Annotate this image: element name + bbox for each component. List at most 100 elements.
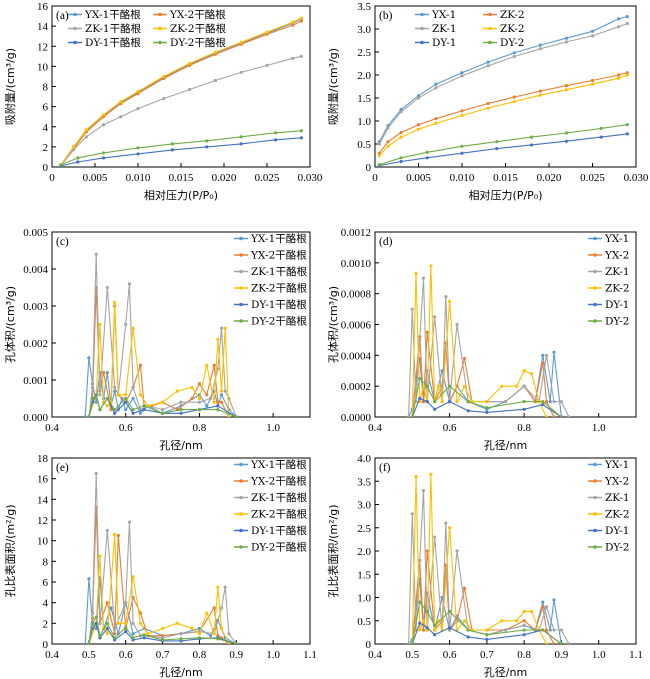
legend-label: DY-2 — [500, 37, 524, 49]
y-axis-title: 孔体积/(cm³/g) — [3, 286, 17, 363]
x-tick-label: 0.7 — [480, 649, 494, 661]
legend-label: ZK-2 — [500, 23, 525, 35]
data-point — [212, 363, 216, 367]
series-line — [379, 133, 628, 167]
data-point — [105, 632, 109, 636]
data-point — [455, 322, 459, 327]
data-point — [522, 633, 526, 637]
data-point — [425, 150, 429, 154]
data-point — [425, 399, 429, 404]
data-point — [234, 642, 238, 644]
series-line — [88, 615, 237, 644]
data-point — [590, 34, 595, 38]
data-point — [564, 131, 569, 135]
data-point — [87, 642, 91, 644]
data-point — [522, 609, 526, 614]
data-point — [552, 628, 556, 632]
legend: YX-1 ZK-2 ZK-1 ZK-2 DY-1 DY-2 — [415, 9, 525, 49]
data-point — [544, 399, 549, 404]
data-point — [599, 126, 603, 130]
data-point — [291, 20, 295, 24]
data-point — [530, 135, 534, 139]
legend-label: ZK-1 — [432, 23, 457, 35]
data-point — [179, 400, 183, 404]
data-point — [460, 71, 464, 75]
x-tick-label: 1.0 — [266, 422, 280, 434]
y-tick-label: 1.0 — [357, 593, 371, 605]
data-point — [138, 611, 143, 615]
data-point — [444, 295, 448, 299]
data-point — [617, 25, 621, 29]
data-point — [138, 621, 143, 625]
data-point — [131, 385, 135, 389]
legend-label: ZK-2 — [605, 509, 630, 521]
data-point — [418, 376, 422, 381]
data-point — [160, 400, 165, 404]
x-tick-label: 0.015 — [493, 172, 518, 184]
data-point — [197, 382, 202, 386]
data-point — [544, 605, 549, 609]
legend-marker — [593, 479, 597, 483]
data-point — [83, 642, 87, 644]
data-point — [76, 160, 80, 164]
legend-marker — [593, 495, 597, 500]
data-point — [425, 626, 429, 630]
data-point — [160, 638, 165, 642]
data-point — [406, 415, 411, 417]
legend-label: DY-1干酪根 — [251, 524, 307, 537]
data-point — [71, 145, 76, 149]
data-point — [447, 384, 452, 388]
data-point — [541, 353, 545, 357]
data-point — [197, 400, 202, 404]
data-point — [386, 140, 390, 144]
y-tick-label: 14 — [37, 21, 49, 33]
data-point — [559, 628, 564, 632]
data-point — [109, 606, 113, 610]
y-tick-label: 2.5 — [357, 47, 371, 59]
legend-marker — [488, 40, 492, 45]
x-tick-label: 0.9 — [229, 649, 243, 661]
panel-f: 0 0.5 1.0 1.5 2.0 2.5 3.0 3.5 4.0 0.4 0.5 0.6 0.7 0.8… — [326, 453, 643, 679]
data-point — [205, 393, 209, 397]
data-point — [617, 76, 621, 80]
y-tick-label: 1.5 — [357, 569, 371, 581]
legend-label: YX-2干酪根 — [250, 475, 307, 488]
legend-label: ZK-2干酪根 — [251, 508, 308, 521]
panel-label: (e) — [56, 462, 69, 474]
data-point — [175, 389, 179, 393]
data-point — [205, 611, 209, 615]
data-point — [399, 159, 403, 164]
data-point — [410, 415, 414, 417]
series-line — [88, 507, 230, 644]
x-tick-label: 0.8 — [517, 649, 531, 661]
series-line — [88, 302, 230, 417]
y-tick-label: 18 — [37, 453, 49, 465]
series-5 — [377, 132, 629, 167]
series-line — [60, 130, 302, 166]
x-tick-label: 0.6 — [443, 422, 457, 434]
data-point — [124, 621, 128, 625]
data-point — [188, 61, 192, 65]
x-tick-label: 0.4 — [368, 422, 382, 434]
data-point — [625, 14, 629, 19]
data-point — [142, 633, 146, 637]
x-tick-label: 0.4 — [368, 649, 382, 661]
legend-marker — [73, 40, 77, 45]
legend-marker — [239, 479, 243, 483]
legend-label: DY-2干酪根 — [170, 36, 226, 49]
legend-label: ZK-1 — [605, 492, 630, 504]
x-tick-label: 1.0 — [266, 649, 280, 661]
data-point — [197, 636, 202, 640]
data-point — [418, 600, 422, 604]
x-tick-label: 0.5 — [405, 649, 419, 661]
y-tick-label: 12 — [37, 41, 48, 53]
legend-marker — [239, 286, 243, 290]
y-tick-label: 2 — [43, 142, 49, 154]
data-point — [190, 626, 194, 631]
data-point — [617, 17, 621, 21]
x-tick-label: 0.9 — [555, 649, 569, 661]
y-tick-label: 0.001 — [23, 375, 48, 387]
data-point — [433, 407, 437, 411]
data-point — [90, 611, 95, 615]
data-point — [71, 148, 76, 152]
